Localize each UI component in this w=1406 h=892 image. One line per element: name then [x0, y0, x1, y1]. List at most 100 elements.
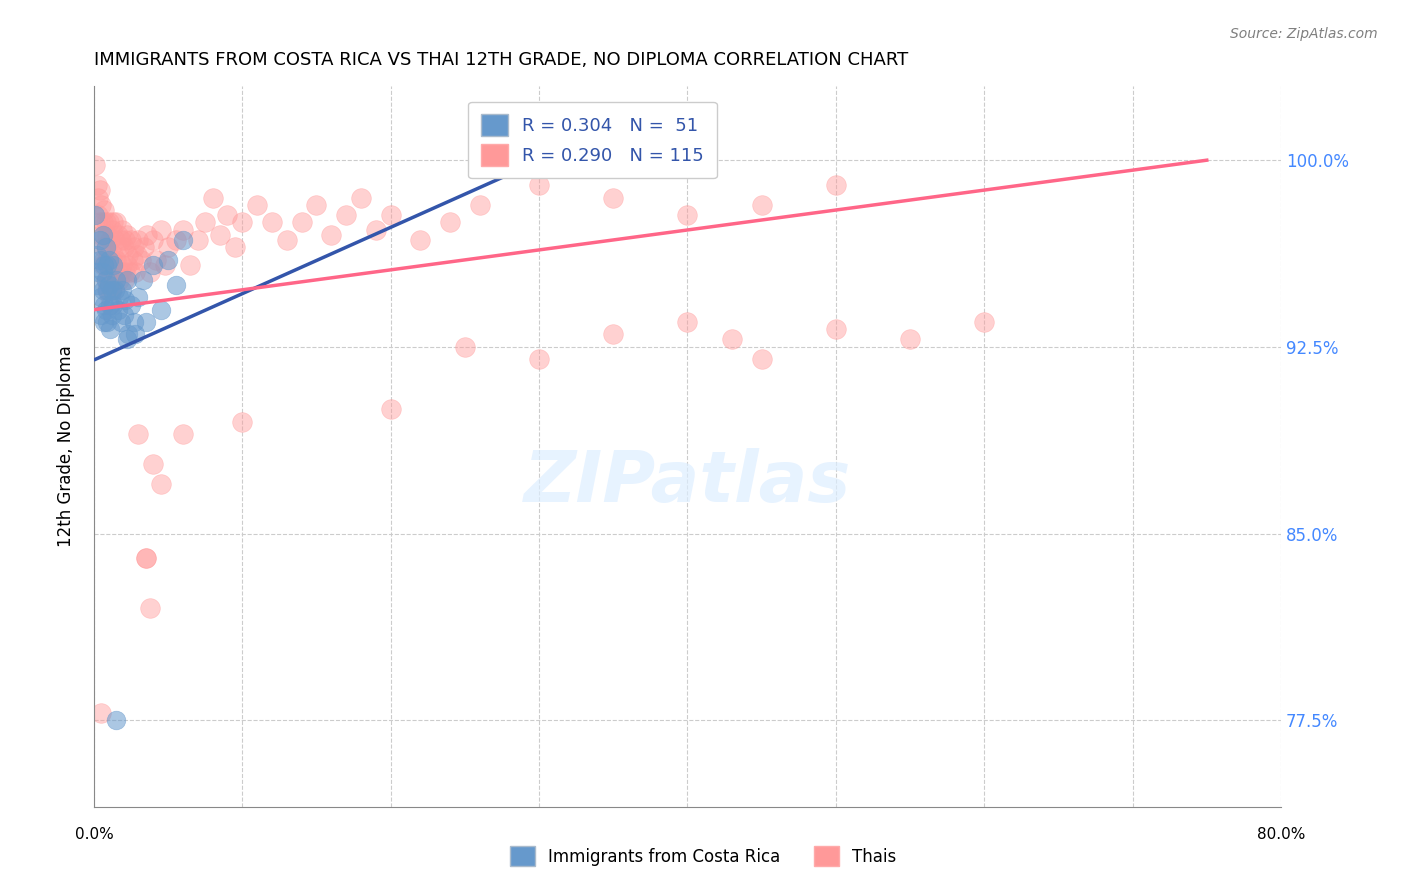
Point — [135, 551, 157, 566]
Point — [103, 215, 125, 229]
Point — [165, 233, 187, 247]
Point — [94, 273, 117, 287]
Point — [96, 315, 118, 329]
Point — [111, 258, 134, 272]
Point — [89, 252, 111, 267]
Point — [122, 240, 145, 254]
Point — [104, 233, 127, 247]
Point — [121, 252, 143, 267]
Point — [90, 308, 112, 322]
Point — [115, 258, 138, 272]
Point — [468, 198, 491, 212]
Legend: R = 0.304   N =  51, R = 0.290   N = 115: R = 0.304 N = 51, R = 0.290 N = 115 — [468, 102, 717, 178]
Point — [96, 283, 118, 297]
Point — [157, 252, 180, 267]
Point — [120, 297, 142, 311]
Point — [676, 315, 699, 329]
Point — [122, 315, 145, 329]
Point — [824, 322, 846, 336]
Point — [103, 297, 125, 311]
Point — [96, 227, 118, 242]
Point — [246, 198, 269, 212]
Point — [87, 208, 110, 222]
Point — [751, 198, 773, 212]
Point — [103, 277, 125, 292]
Point — [127, 233, 149, 247]
Point — [107, 302, 129, 317]
Point — [165, 277, 187, 292]
Point — [149, 302, 172, 317]
Point — [91, 265, 114, 279]
Point — [97, 252, 120, 267]
Point — [454, 340, 477, 354]
Point — [139, 601, 162, 615]
Point — [142, 258, 165, 272]
Point — [335, 208, 357, 222]
Point — [91, 227, 114, 242]
Point — [112, 240, 135, 254]
Point — [231, 215, 253, 229]
Point — [157, 240, 180, 254]
Point — [89, 233, 111, 247]
Point — [364, 223, 387, 237]
Point — [602, 190, 624, 204]
Point — [201, 190, 224, 204]
Point — [100, 283, 122, 297]
Point — [89, 215, 111, 229]
Point — [100, 283, 122, 297]
Point — [96, 252, 118, 267]
Point — [132, 273, 155, 287]
Point — [104, 283, 127, 297]
Point — [96, 283, 118, 297]
Point — [172, 233, 194, 247]
Point — [527, 352, 550, 367]
Point — [124, 265, 146, 279]
Point — [409, 233, 432, 247]
Point — [98, 258, 121, 272]
Point — [86, 248, 108, 262]
Point — [90, 706, 112, 720]
Point — [117, 327, 139, 342]
Point — [380, 208, 402, 222]
Point — [224, 240, 246, 254]
Point — [100, 308, 122, 322]
Point — [98, 297, 121, 311]
Point — [135, 551, 157, 566]
Point — [439, 215, 461, 229]
Point — [124, 327, 146, 342]
Point — [305, 198, 328, 212]
Point — [115, 273, 138, 287]
Point — [94, 240, 117, 254]
Point — [217, 208, 239, 222]
Point — [110, 315, 132, 329]
Point — [135, 315, 157, 329]
Point — [721, 333, 744, 347]
Point — [87, 190, 110, 204]
Point — [136, 227, 159, 242]
Point — [105, 215, 128, 229]
Text: IMMIGRANTS FROM COSTA RICA VS THAI 12TH GRADE, NO DIPLOMA CORRELATION CHART: IMMIGRANTS FROM COSTA RICA VS THAI 12TH … — [94, 51, 908, 69]
Point — [209, 227, 232, 242]
Point — [114, 233, 136, 247]
Point — [94, 302, 117, 317]
Point — [107, 227, 129, 242]
Point — [149, 223, 172, 237]
Point — [91, 240, 114, 254]
Point — [527, 178, 550, 192]
Point — [105, 273, 128, 287]
Point — [94, 215, 117, 229]
Point — [149, 476, 172, 491]
Point — [260, 215, 283, 229]
Point — [91, 283, 114, 297]
Point — [111, 223, 134, 237]
Point — [110, 233, 132, 247]
Point — [350, 190, 373, 204]
Point — [100, 252, 122, 267]
Point — [145, 252, 167, 267]
Point — [824, 178, 846, 192]
Legend: Immigrants from Costa Rica, Thais: Immigrants from Costa Rica, Thais — [502, 838, 904, 875]
Point — [114, 265, 136, 279]
Point — [172, 427, 194, 442]
Point — [187, 233, 209, 247]
Point — [91, 258, 114, 272]
